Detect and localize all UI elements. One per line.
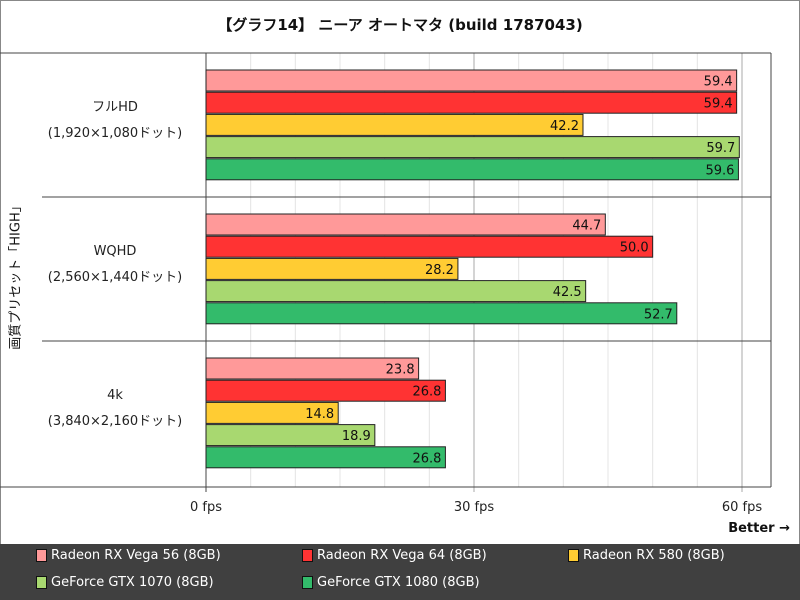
bar-value-label: 23.8 xyxy=(386,363,415,378)
bar-value-label: 59.4 xyxy=(704,75,733,90)
category-label-line: 4k xyxy=(107,388,123,403)
legend-label: Radeon RX Vega 64 (8GB) xyxy=(317,548,487,563)
bar xyxy=(205,401,339,424)
legend-item: GeForce GTX 1080 (8GB) xyxy=(302,575,480,590)
category-label-line: フルHD xyxy=(92,100,138,115)
bar xyxy=(205,113,584,136)
legend-item: Radeon RX 580 (8GB) xyxy=(568,548,725,563)
bar xyxy=(205,446,446,469)
bar-value-label: 28.2 xyxy=(425,263,454,278)
x-tick-label: 0 fps xyxy=(190,500,222,515)
legend-swatch xyxy=(568,549,579,562)
legend-item: Radeon RX Vega 56 (8GB) xyxy=(36,548,221,563)
legend-label: GeForce GTX 1080 (8GB) xyxy=(317,575,480,590)
chart-title: 【グラフ14】 ニーア オートマタ (build 1787043) xyxy=(217,16,583,34)
bar xyxy=(205,235,654,258)
bar-value-label: 18.9 xyxy=(342,429,371,444)
legend-label: Radeon RX Vega 56 (8GB) xyxy=(51,548,221,563)
legend-swatch xyxy=(302,549,313,562)
legend-item: GeForce GTX 1070 (8GB) xyxy=(36,575,214,590)
bar-value-label: 44.7 xyxy=(572,219,601,234)
legend: Radeon RX Vega 56 (8GB) Radeon RX Vega 64… xyxy=(0,544,800,600)
legend-label: GeForce GTX 1070 (8GB) xyxy=(51,575,214,590)
bar-value-label: 50.0 xyxy=(620,241,649,256)
bar-value-label: 42.5 xyxy=(553,285,582,300)
bar-value-label: 26.8 xyxy=(412,385,441,400)
x-tick-label: 30 fps xyxy=(454,500,495,515)
category-label: フルHD (1,920×1,080ドット) xyxy=(20,95,210,147)
bar xyxy=(205,302,678,325)
category-label-line: WQHD xyxy=(93,244,137,259)
bar-value-label: 26.8 xyxy=(412,451,441,466)
bar xyxy=(205,357,420,380)
bar-value-label: 52.7 xyxy=(644,307,673,322)
bar-value-label: 14.8 xyxy=(305,407,334,422)
bar xyxy=(205,257,459,280)
bar-value-label: 42.2 xyxy=(550,119,579,134)
bar-chart: 0 fps 30 fps 60 fps 59.4 59.4 42.2 59.7 59.6 44.… xyxy=(0,52,772,515)
bar xyxy=(205,69,738,92)
legend-swatch xyxy=(36,576,47,589)
better-annotation: Better → xyxy=(728,521,790,536)
bar xyxy=(205,280,587,303)
bar xyxy=(205,158,739,181)
bar xyxy=(205,213,606,236)
bar-value-label: 59.6 xyxy=(705,163,734,178)
category-label-line: (2,560×1,440ドット) xyxy=(47,270,183,285)
bar xyxy=(205,424,376,447)
category-label-line: (3,840×2,160ドット) xyxy=(47,414,183,429)
bar xyxy=(205,91,738,114)
category-label-line: (1,920×1,080ドット) xyxy=(47,126,183,141)
bar xyxy=(205,379,446,402)
bar-value-label: 59.7 xyxy=(706,141,735,156)
legend-swatch xyxy=(302,576,313,589)
bar-value-label: 59.4 xyxy=(704,97,733,112)
x-tick-label: 60 fps xyxy=(722,500,763,515)
bar xyxy=(205,136,740,159)
category-label: 4k (3,840×2,160ドット) xyxy=(20,383,210,435)
legend-swatch xyxy=(36,549,47,562)
legend-label: Radeon RX 580 (8GB) xyxy=(583,548,725,563)
category-label: WQHD (2,560×1,440ドット) xyxy=(20,239,210,291)
legend-item: Radeon RX Vega 64 (8GB) xyxy=(302,548,487,563)
